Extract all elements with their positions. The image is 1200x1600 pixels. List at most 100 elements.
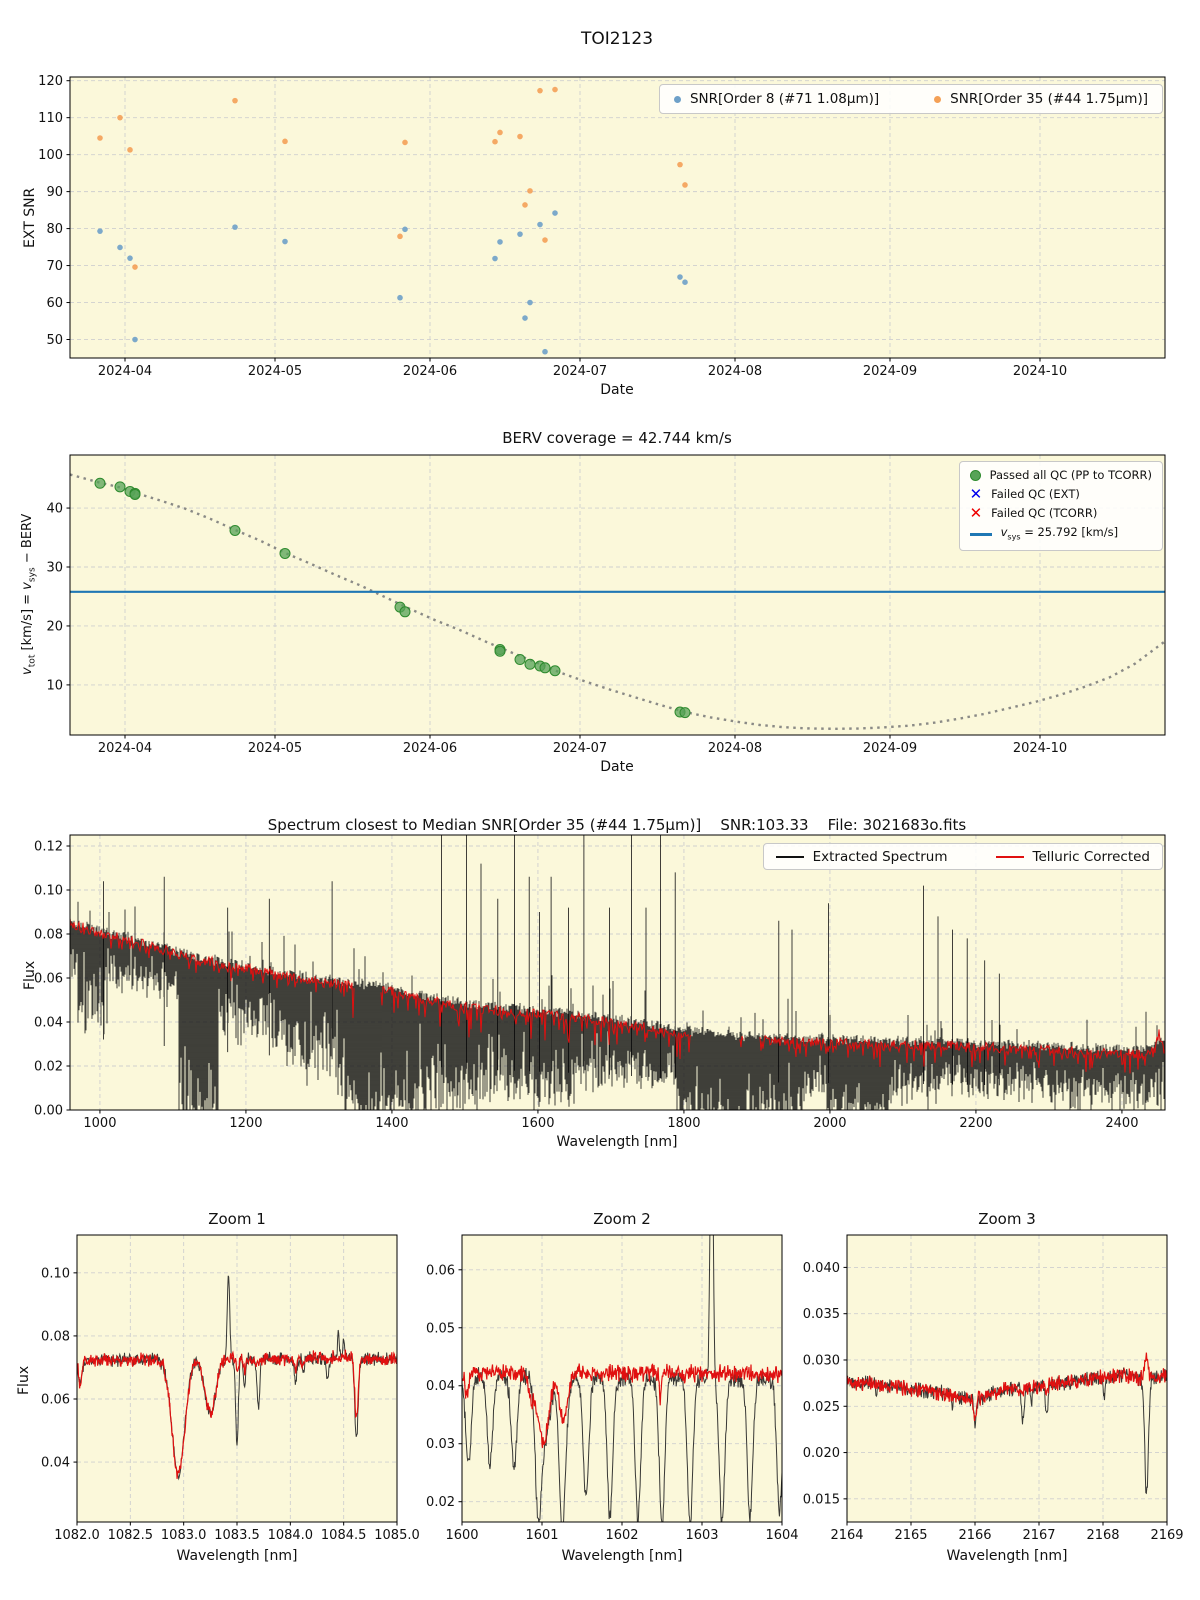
- extracted-spectrum-line: [70, 835, 1165, 1110]
- tick-label: 2169: [1150, 1528, 1183, 1543]
- qc-passed-point: [129, 488, 141, 500]
- snr-point: [127, 147, 133, 153]
- tick-label: 0.06: [34, 972, 63, 987]
- tick-label: 1082.5: [108, 1528, 154, 1543]
- snr-point: [402, 139, 408, 146]
- tick-label: 1600: [521, 1116, 554, 1131]
- tick-label: 40: [46, 502, 63, 517]
- zoom1-telluric-line: [77, 1349, 397, 1479]
- tick-label: 1602: [605, 1528, 638, 1543]
- tick-label: 1083.5: [214, 1528, 260, 1543]
- qc-passed-point: [399, 606, 411, 618]
- snr-point: [127, 255, 133, 261]
- snr-point: [552, 86, 558, 93]
- tick-label: 120: [38, 74, 63, 89]
- tick-label: 0.025: [803, 1400, 840, 1415]
- tick-label: 1603: [685, 1528, 718, 1543]
- tick-label: 2024-04: [98, 741, 152, 756]
- tick-label: 1085.0: [374, 1528, 420, 1543]
- tick-label: 2024-10: [1013, 364, 1067, 379]
- zoom1-plot: 1082.0 1082.5 1083.0 1083.5 1084.0 1084.5 1085…: [41, 1234, 420, 1543]
- tick-label: 70: [46, 259, 63, 274]
- snr-point: [232, 97, 238, 104]
- tick-label: 0.06: [426, 1263, 455, 1278]
- qc-passed-point: [114, 481, 126, 493]
- qc-passed-point: [524, 658, 536, 670]
- tick-label: 1400: [375, 1116, 408, 1131]
- spectrum-plot: 1000 1200 1400 1600 1800 2000 2200 2400 0.00 0.02…: [34, 834, 1166, 1131]
- tick-label: 10: [46, 678, 63, 693]
- snr-point: [522, 202, 528, 208]
- tick-label: 0.02: [34, 1060, 63, 1075]
- berv-plot: 2024-04 2024-05 2024-06 2024-07 2024-08 2024-…: [46, 454, 1166, 756]
- snr-point: [537, 221, 543, 228]
- snr-point: [397, 233, 403, 240]
- tick-label: 2024-08: [708, 364, 762, 379]
- snr-point: [282, 238, 288, 245]
- tick-label: 2024-07: [553, 741, 607, 756]
- tick-label: 110: [38, 111, 63, 126]
- zoom2-plot: 1600 1601 1602 1603 1604 0.02 0.03 0.04 0.05 0.06: [426, 1234, 799, 1543]
- tick-label: 100: [38, 148, 63, 163]
- berv-curve: [69, 473, 1166, 731]
- tick-label: 1601: [525, 1528, 558, 1543]
- tick-label: 2400: [1105, 1116, 1138, 1131]
- snr-point: [497, 129, 503, 136]
- tick-label: 0.040: [803, 1261, 840, 1276]
- tick-label: 2024-08: [708, 741, 762, 756]
- tick-label: 1084.5: [321, 1528, 367, 1543]
- zoom3-telluric-line: [847, 1352, 1167, 1421]
- tick-label: 60: [46, 296, 63, 311]
- snr-point: [402, 226, 408, 233]
- tick-label: 2024-07: [553, 364, 607, 379]
- tick-label: 0.06: [41, 1393, 70, 1408]
- tick-label: 1600: [445, 1528, 478, 1543]
- tick-label: 0.015: [803, 1492, 840, 1507]
- tick-label: 2024-09: [863, 364, 917, 379]
- tick-label: 1084.0: [268, 1528, 314, 1543]
- tick-label: 0.08: [41, 1329, 70, 1344]
- tick-label: 0.04: [426, 1379, 455, 1394]
- tick-label: 0.12: [34, 840, 63, 855]
- tick-label: 20: [46, 619, 63, 634]
- tick-label: 2000: [813, 1116, 846, 1131]
- tick-label: 0.10: [34, 884, 63, 899]
- qc-passed-point: [279, 547, 291, 559]
- qc-passed-point: [229, 524, 241, 536]
- tick-label: 2024-09: [863, 741, 917, 756]
- tick-label: 1200: [229, 1116, 262, 1131]
- tick-label: 0.02: [426, 1495, 455, 1510]
- tick-label: 2024-05: [248, 741, 302, 756]
- tick-label: 0.035: [803, 1307, 840, 1322]
- snr-point: [517, 231, 523, 237]
- qc-passed-point: [549, 665, 561, 677]
- tick-label: 0.030: [803, 1353, 840, 1368]
- snr-point: [542, 348, 548, 355]
- snr-point: [397, 294, 403, 301]
- tick-label: 2164: [830, 1528, 863, 1543]
- snr-point: [552, 210, 558, 216]
- tick-label: 2024-05: [248, 364, 302, 379]
- snr-point: [522, 315, 528, 321]
- tick-label: 30: [46, 561, 63, 576]
- tick-label: 0.00: [34, 1104, 63, 1119]
- snr-plot: 2024-04 2024-05 2024-06 2024-07 2024-08 2024-…: [38, 74, 1166, 379]
- snr-point: [677, 161, 683, 168]
- tick-label: 80: [46, 222, 63, 237]
- tick-label: 1082.0: [54, 1528, 100, 1543]
- zoom1-extracted-line: [77, 1275, 397, 1481]
- tick-label: 2024-06: [403, 741, 457, 756]
- tick-label: 2167: [1022, 1528, 1055, 1543]
- tick-label: 2024-06: [403, 364, 457, 379]
- snr-point: [682, 279, 688, 286]
- qc-passed-point: [539, 662, 551, 674]
- snr-point: [527, 299, 533, 306]
- tick-label: 0.05: [426, 1321, 455, 1336]
- snr-point: [282, 138, 288, 145]
- snr-point: [517, 133, 523, 140]
- snr-point: [97, 135, 103, 141]
- snr-point: [492, 255, 498, 262]
- tick-label: 0.10: [41, 1266, 70, 1281]
- snr-point: [117, 114, 123, 121]
